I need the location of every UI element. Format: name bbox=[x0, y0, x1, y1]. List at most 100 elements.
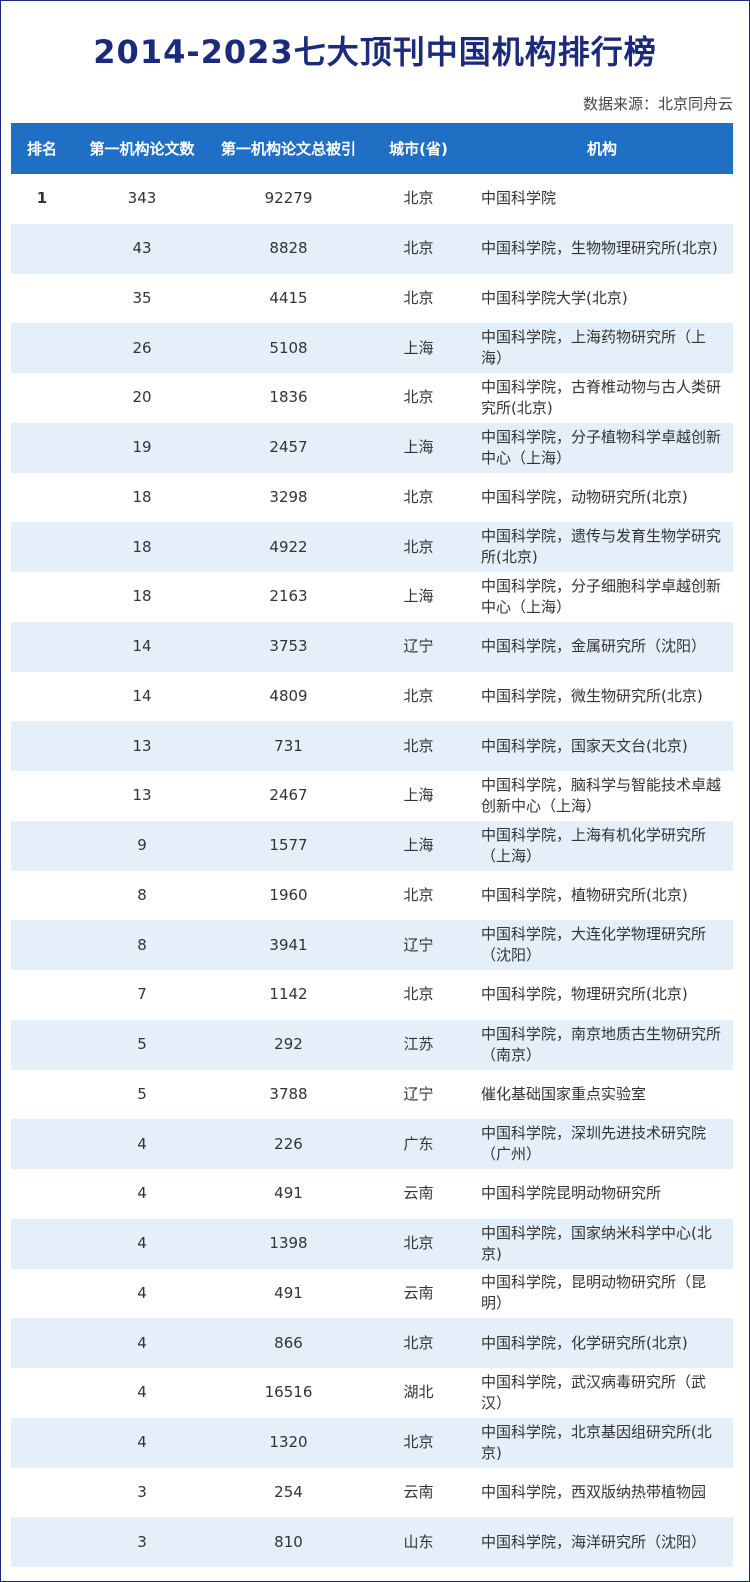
institution-cell: 中国科学院，金属研究所（沈阳） bbox=[471, 621, 733, 672]
table-row: 4 491 云南 中国科学院，昆明动物研究所（昆明） bbox=[11, 1269, 733, 1319]
institution-cell: 中国科学院，西双版纳热带植物园 bbox=[481, 1482, 707, 1501]
source: 数据来源：北京同舟云 bbox=[582, 95, 733, 113]
city-cell: 辽宁 bbox=[366, 920, 471, 970]
city-cell: 上海 bbox=[403, 587, 434, 606]
table-row: 14 4809 北京 中国科学院，微生物研究所(北京) bbox=[11, 672, 733, 722]
table-row: 9 1577 上海 中国科学院，上海有机化学研究所（上海） bbox=[11, 820, 733, 871]
rank-cell bbox=[11, 473, 73, 523]
paper-count-cell: 7 bbox=[137, 985, 147, 1004]
paper-count-cell: 4 bbox=[73, 1318, 211, 1368]
city-cell: 云南 bbox=[403, 1283, 434, 1302]
paper-count-cell: 14 bbox=[73, 621, 211, 672]
city-cell: 北京 bbox=[403, 388, 434, 407]
citations-cell: 866 bbox=[211, 1318, 366, 1368]
city-cell: 广东 bbox=[366, 1119, 471, 1169]
citations-cell: 2457 bbox=[211, 422, 366, 473]
institution-cell: 中国科学院昆明动物研究所 bbox=[481, 1184, 662, 1203]
table-row: 3 810 山东 中国科学院，海洋研究所（沈阳） bbox=[11, 1517, 733, 1567]
institution-cell: 中国科学院，化学研究所(北京) bbox=[471, 1318, 733, 1368]
citations-cell: 226 bbox=[211, 1119, 366, 1169]
table-row: 5 292 江苏 中国科学院，南京地质古生物研究所（南京） bbox=[11, 1019, 733, 1070]
rank-cell bbox=[11, 672, 73, 722]
table-row: 13 731 北京 中国科学院，国家天文台(北京) bbox=[11, 721, 733, 771]
paper-count-cell: 4 bbox=[137, 1283, 147, 1302]
institution-cell: 中国科学院，遗传与发育生物学研究所(北京) bbox=[471, 522, 733, 572]
city-cell: 北京 bbox=[366, 223, 471, 274]
table-row: 35 4415 北京 中国科学院大学(北京) bbox=[11, 274, 733, 324]
city-cell: 北京 bbox=[366, 522, 471, 572]
paper-count-cell: 4 bbox=[73, 1417, 211, 1468]
table-row: 8 3941 辽宁 中国科学院，大连化学物理研究所（沈阳） bbox=[11, 920, 733, 970]
citations-cell: 4415 bbox=[269, 288, 308, 307]
paper-count-cell: 4 bbox=[137, 1184, 147, 1203]
citations-cell: 16516 bbox=[264, 1383, 313, 1402]
city-cell: 北京 bbox=[403, 686, 434, 705]
citations-cell: 292 bbox=[211, 1019, 366, 1070]
paper-count-cell: 5 bbox=[137, 1084, 147, 1103]
table-row: 18 4922 北京 中国科学院，遗传与发育生物学研究所(北京) bbox=[11, 522, 733, 572]
rank-cell bbox=[11, 721, 73, 771]
rank-cell bbox=[11, 422, 73, 473]
rank-cell bbox=[11, 1119, 73, 1169]
rank-cell bbox=[11, 1517, 73, 1567]
institution-cell: 中国科学院 bbox=[481, 189, 557, 208]
city-cell: 上海 bbox=[366, 422, 471, 473]
paper-count-cell: 19 bbox=[73, 422, 211, 473]
rank-cell bbox=[11, 871, 73, 921]
column-header: 城市(省) bbox=[366, 123, 471, 174]
paper-count-cell: 13 bbox=[73, 721, 211, 771]
paper-count-cell: 3 bbox=[73, 1517, 211, 1567]
institution-cell: 中国科学院，微生物研究所(北京) bbox=[481, 686, 703, 705]
city-cell: 北京 bbox=[403, 189, 434, 208]
rank-cell bbox=[11, 1318, 73, 1368]
citations-cell: 5108 bbox=[211, 323, 366, 373]
institution-cell: 中国科学院，国家天文台(北京) bbox=[471, 721, 733, 771]
citations-cell: 4922 bbox=[211, 522, 366, 572]
rank-cell bbox=[11, 323, 73, 373]
institution-cell: 中国科学院，昆明动物研究所（昆明） bbox=[481, 1273, 707, 1313]
citations-cell: 1836 bbox=[269, 388, 308, 407]
table-row: 43 8828 北京 中国科学院，生物物理研究所(北京) bbox=[11, 223, 733, 274]
rank-cell bbox=[11, 820, 73, 871]
rank-cell bbox=[11, 572, 73, 622]
citations-cell: 1320 bbox=[211, 1417, 366, 1468]
rank-cell bbox=[11, 1417, 73, 1468]
rank-cell bbox=[11, 920, 73, 970]
rank-cell bbox=[11, 373, 73, 423]
citations-cell: 731 bbox=[211, 721, 366, 771]
institution-cell: 中国科学院，大连化学物理研究所（沈阳） bbox=[471, 920, 733, 970]
paper-count-cell: 343 bbox=[127, 189, 157, 208]
citations-cell: 92279 bbox=[264, 189, 313, 208]
city-cell: 上海 bbox=[366, 323, 471, 373]
column-header: 排名 bbox=[11, 123, 73, 174]
rank-cell bbox=[11, 1269, 73, 1319]
paper-count-cell: 13 bbox=[132, 786, 152, 805]
paper-count-cell: 43 bbox=[73, 223, 211, 274]
city-cell: 山东 bbox=[366, 1517, 471, 1567]
paper-count-cell: 18 bbox=[73, 522, 211, 572]
title: 2014-2023七大顶刊中国机构排行榜 bbox=[93, 33, 657, 71]
institution-cell: 中国科学院，上海有机化学研究所（上海） bbox=[471, 820, 733, 871]
citations-cell: 491 bbox=[274, 1184, 303, 1203]
city-cell: 江苏 bbox=[366, 1019, 471, 1070]
table-row: 3 254 云南 中国科学院，西双版纳热带植物园 bbox=[11, 1468, 733, 1518]
city-cell: 云南 bbox=[403, 1482, 434, 1501]
paper-count-cell: 5 bbox=[73, 1019, 211, 1070]
paper-count-cell: 26 bbox=[73, 323, 211, 373]
table-row: 4 1398 北京 中国科学院，国家纳米科学中心(北京) bbox=[11, 1218, 733, 1269]
table-body: 1 343 92279 北京 中国科学院 43 8828 北京 中国科学院，生物物理研究所(北京… bbox=[11, 174, 733, 1567]
institution-cell: 中国科学院，深圳先进技术研究院（广州） bbox=[471, 1119, 733, 1169]
ranking-table: 排名 第一机构论文数 第一机构论文总被引 城市(省) 机构 1 343 92279 北京 中国科… bbox=[11, 123, 733, 1567]
paper-count-cell: 18 bbox=[132, 587, 152, 606]
paper-count-cell: 20 bbox=[132, 388, 152, 407]
institution-cell: 中国科学院，物理研究所(北京) bbox=[481, 985, 688, 1004]
city-cell: 湖北 bbox=[403, 1383, 434, 1402]
rank-cell bbox=[11, 274, 73, 324]
institution-cell: 中国科学院大学(北京) bbox=[481, 288, 628, 307]
institution-cell: 中国科学院，分子植物科学卓越创新中心（上海） bbox=[471, 422, 733, 473]
table-row: 4 1320 北京 中国科学院，北京基因组研究所(北京) bbox=[11, 1417, 733, 1468]
city-cell: 上海 bbox=[403, 786, 434, 805]
rank-cell bbox=[11, 522, 73, 572]
